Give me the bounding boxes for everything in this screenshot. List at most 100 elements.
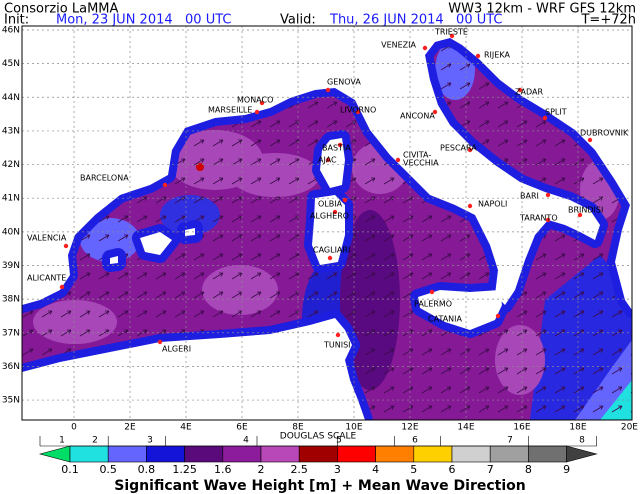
- map: VENEZIA TRIESTE RIJEKA ZADAR SPLIT DUBROVNIK A…: [22, 26, 632, 420]
- city-label: TRIESTE: [434, 28, 468, 37]
- colorbar-value: 2: [258, 463, 265, 476]
- colorbar-value: 0.1: [61, 463, 79, 476]
- lat-label: 37N: [2, 328, 20, 338]
- init-label: Init:: [4, 13, 29, 28]
- lat-label: 35N: [2, 396, 20, 406]
- land-area: [185, 228, 195, 236]
- city-dot: [325, 87, 331, 93]
- city-dot: [422, 45, 428, 51]
- city-label: TARANTO: [519, 214, 558, 223]
- douglas-number: 6: [412, 436, 418, 446]
- lon-label: 6E: [236, 423, 248, 433]
- city-dot: [475, 53, 481, 59]
- city-label: GENOVA: [327, 78, 361, 87]
- city-dot: [545, 192, 551, 198]
- city-label: BARCELONA: [80, 174, 129, 183]
- city-dot: [395, 157, 401, 163]
- colorbar-value: 1.25: [172, 463, 197, 476]
- colorbar-value: 1.6: [214, 463, 232, 476]
- source: Consorzio LaMMA: [4, 2, 119, 17]
- city-dot: [162, 182, 168, 188]
- city-label: DUBROVNIK: [580, 129, 629, 138]
- graticule: [22, 26, 632, 420]
- lon-label: 4E: [180, 423, 192, 433]
- city-dot: [542, 115, 548, 121]
- caption: Significant Wave Height [m] + Mean Wave …: [114, 478, 525, 494]
- colorbar-value: 3: [334, 463, 341, 476]
- valid-time: Thu, 26 JUN 2014 00 UTC: [329, 13, 503, 28]
- lon-label: 12E: [401, 423, 418, 433]
- city-label: NAPOLI: [478, 200, 507, 209]
- city-label: VALENCIA: [27, 234, 67, 243]
- city-label: BARI: [520, 192, 539, 201]
- cities: VENEZIA TRIESTE RIJEKA ZADAR SPLIT DUBROVNIK A…: [27, 28, 629, 354]
- lat-label: 42N: [2, 160, 20, 170]
- city-label: CATANIA: [428, 315, 463, 324]
- colorbar-over: [566, 445, 598, 463]
- lat-label: 38N: [2, 295, 20, 305]
- colorbar-segment: [69, 445, 109, 463]
- lat-label: 45N: [2, 59, 20, 69]
- city-dot: [342, 197, 348, 203]
- city-dot: [517, 87, 523, 93]
- douglas-number: 4: [243, 436, 249, 446]
- colorbar-value: 7: [487, 463, 494, 476]
- city-dot: [495, 313, 501, 319]
- land-area: [320, 138, 345, 188]
- city-label: TUNISI: [323, 341, 351, 350]
- city-dot: [587, 137, 593, 143]
- colorbar-segment: [298, 445, 338, 463]
- city-dot: [254, 109, 260, 115]
- colorbar-value: 6: [449, 463, 456, 476]
- colorbar-segment: [222, 445, 262, 463]
- city-dot: [259, 100, 265, 106]
- land: [22, 26, 632, 420]
- colorbar-segment: [337, 445, 376, 463]
- lon-label: 8E: [292, 423, 304, 433]
- city-dot: [467, 147, 473, 153]
- map-frame: [21, 25, 633, 421]
- city-label: LIVORNO: [340, 106, 376, 115]
- lead-time: T=+72h: [580, 13, 636, 28]
- lon-label: 10E: [345, 423, 362, 433]
- city-dot: [545, 217, 551, 223]
- city-dot: [355, 109, 361, 115]
- valid-label: Valid:: [280, 13, 316, 28]
- colorbar-value: 8: [525, 463, 532, 476]
- colorbar-segment: [107, 445, 147, 463]
- axis-labels: 46N 45N 44N 43N 42N 41N 40N 39N 38N 37N 36N 35N 0 2E 4…: [2, 26, 638, 433]
- city-dot: [63, 243, 69, 249]
- city-label: ZADAR: [515, 88, 543, 97]
- city-label: BASTIA: [322, 144, 351, 153]
- douglas-number: 1: [59, 436, 65, 446]
- city-label: SPLIT: [545, 108, 567, 117]
- colorbar-segment: [489, 445, 529, 463]
- city-label: ALGERI: [162, 345, 191, 354]
- lon-label: 20E: [621, 423, 638, 433]
- douglas-number: 7: [507, 436, 513, 446]
- douglas-number: 2: [92, 436, 98, 446]
- lat-label: 39N: [2, 261, 20, 271]
- land-area: [110, 256, 118, 264]
- city-dot: [335, 332, 341, 338]
- city-dot: [327, 255, 333, 261]
- colorbar-segment: [146, 445, 185, 463]
- init-time: Mon, 23 JUN 2014 00 UTC: [56, 13, 231, 28]
- colorbar-segment: [375, 445, 415, 463]
- city-dot: [577, 212, 583, 218]
- city-label: PALERMO: [414, 300, 452, 309]
- lon-label: 14E: [457, 423, 474, 433]
- city-label: RIJEKA: [484, 51, 510, 60]
- land-area: [140, 232, 172, 255]
- douglas-number: 8: [579, 436, 585, 446]
- city-label: ALICANTE: [27, 274, 66, 283]
- city-label: ANCONA: [400, 112, 435, 121]
- city-dot: [337, 142, 343, 148]
- city-label: MARSEILLE: [208, 106, 252, 115]
- lon-label: 0: [71, 423, 77, 433]
- colorbar-value: 4: [372, 463, 379, 476]
- city-dot: [157, 339, 163, 345]
- douglas-title: DOUGLAS SCALE: [280, 432, 357, 442]
- lat-label: 43N: [2, 126, 20, 136]
- city-dot: [59, 284, 65, 290]
